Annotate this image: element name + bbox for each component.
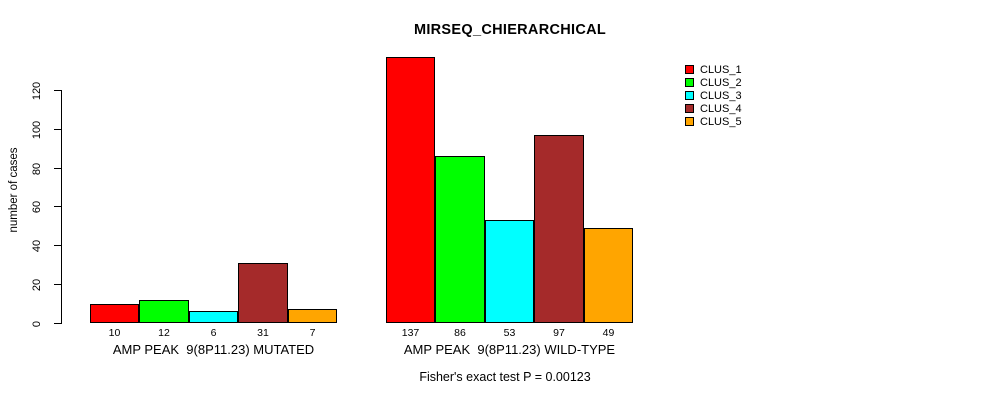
bar-value-label: 31 [257,327,269,339]
category-label-group2: AMP PEAK 9(8P11.23) WILD-TYPE [403,342,616,357]
y-tick-mark [54,245,61,246]
legend-swatch-clus_3 [685,91,694,100]
bar-clus_2-group2 [435,156,485,323]
y-tick-label: 0 [31,320,43,327]
bar-clus_3-group1 [189,311,238,323]
fisher-test-annotation: Fisher's exact test P = 0.00123 [419,370,591,384]
bar-value-label: 49 [602,327,615,339]
legend-swatch-clus_5 [685,117,694,126]
legend-swatch-clus_4 [685,104,694,113]
chart-title: MIRSEQ_CHIERARCHICAL [413,22,607,38]
y-tick-label: 100 [31,120,43,139]
bar-value-label: 137 [401,327,420,339]
legend-swatch-clus_1 [685,65,694,74]
legend-item-clus_3: CLUS_3 [685,89,742,102]
y-tick-label: 80 [31,162,43,175]
bar-clus_1-group1 [90,304,139,323]
bar-clus_3-group2 [485,220,534,323]
bar-value-label: 53 [503,327,516,339]
legend-item-clus_4: CLUS_4 [685,102,742,115]
y-tick-mark [54,206,61,207]
legend-item-clus_1: CLUS_1 [685,63,742,76]
legend-label: CLUS_1 [700,63,742,76]
bar-value-label: 86 [454,327,466,339]
legend-item-clus_5: CLUS_5 [685,115,742,128]
legend-label: CLUS_4 [700,102,742,115]
y-axis-label: number of cases [8,147,20,233]
legend-label: CLUS_3 [700,89,742,102]
y-tick-mark [54,90,61,91]
legend-swatch-clus_2 [685,78,694,87]
bar-value-label: 12 [158,327,170,339]
y-tick-label: 120 [31,81,43,100]
y-tick-mark [54,284,61,285]
category-label-group1: AMP PEAK 9(8P11.23) MUTATED [112,342,315,357]
legend-label: CLUS_2 [700,76,742,89]
bar-clus_5-group1 [288,309,337,323]
bar-clus_4-group2 [534,135,584,323]
y-axis-line [61,90,62,324]
y-tick-mark [54,323,61,324]
bar-clus_5-group2 [584,228,633,323]
legend-item-clus_2: CLUS_2 [685,76,742,89]
y-tick-label: 20 [31,278,43,291]
bar-value-label: 10 [108,327,121,339]
bar-value-label: 97 [553,327,565,339]
y-tick-mark [54,129,61,130]
y-tick-label: 40 [31,239,43,252]
legend: CLUS_1 CLUS_2 CLUS_3 CLUS_4 CLUS_5 [685,63,742,128]
bar-clus_2-group1 [139,300,189,323]
bar-value-label: 6 [210,327,217,339]
y-tick-label: 60 [31,200,43,213]
bar-clus_4-group1 [238,263,288,323]
bar-clus_1-group2 [386,57,435,323]
y-tick-mark [54,168,61,169]
bar-value-label: 7 [309,327,316,339]
legend-label: CLUS_5 [700,115,742,128]
